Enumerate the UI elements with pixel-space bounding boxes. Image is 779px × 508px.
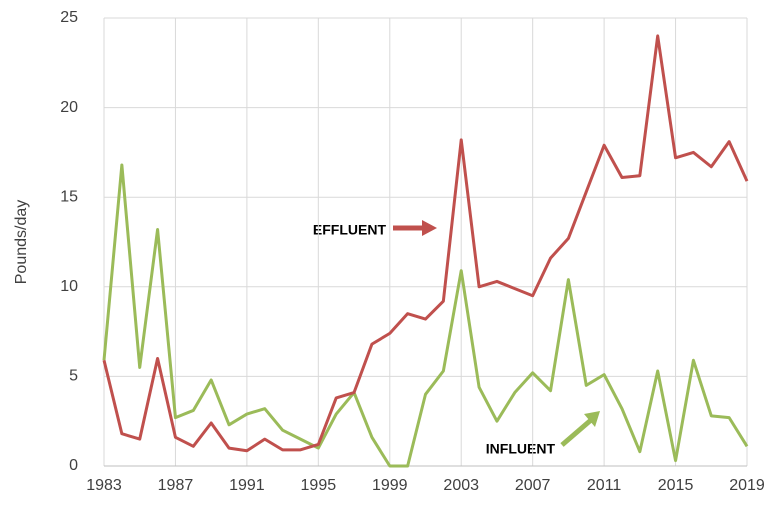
x-tick-label: 2007 bbox=[515, 477, 551, 494]
effluent-label: EFFLUENT bbox=[313, 222, 387, 238]
y-tick-label: 0 bbox=[69, 457, 78, 474]
x-tick-label: 1999 bbox=[372, 477, 408, 494]
influent-label: INFLUENT bbox=[486, 441, 556, 457]
series-line bbox=[102, 163, 749, 468]
y-tick-label: 20 bbox=[60, 99, 78, 116]
y-tick-label: 15 bbox=[60, 188, 78, 205]
x-tick-label: 1987 bbox=[158, 477, 194, 494]
x-tick-label: 1983 bbox=[86, 477, 122, 494]
y-tick-label: 5 bbox=[69, 368, 78, 385]
series-line bbox=[102, 34, 749, 453]
y-axis-label: Pounds/day bbox=[13, 200, 30, 285]
y-tick-label: 10 bbox=[60, 278, 78, 295]
x-tick-label: 1991 bbox=[229, 477, 265, 494]
x-tick-label: 2019 bbox=[729, 477, 765, 494]
x-tick-label: 2015 bbox=[658, 477, 694, 494]
y-tick-label: 25 bbox=[60, 9, 78, 26]
x-tick-label: 2011 bbox=[587, 477, 622, 494]
x-tick-label: 2003 bbox=[443, 477, 479, 494]
influent-arrow bbox=[560, 411, 600, 447]
effluent-arrow bbox=[393, 220, 437, 236]
x-tick-label: 1995 bbox=[301, 477, 337, 494]
